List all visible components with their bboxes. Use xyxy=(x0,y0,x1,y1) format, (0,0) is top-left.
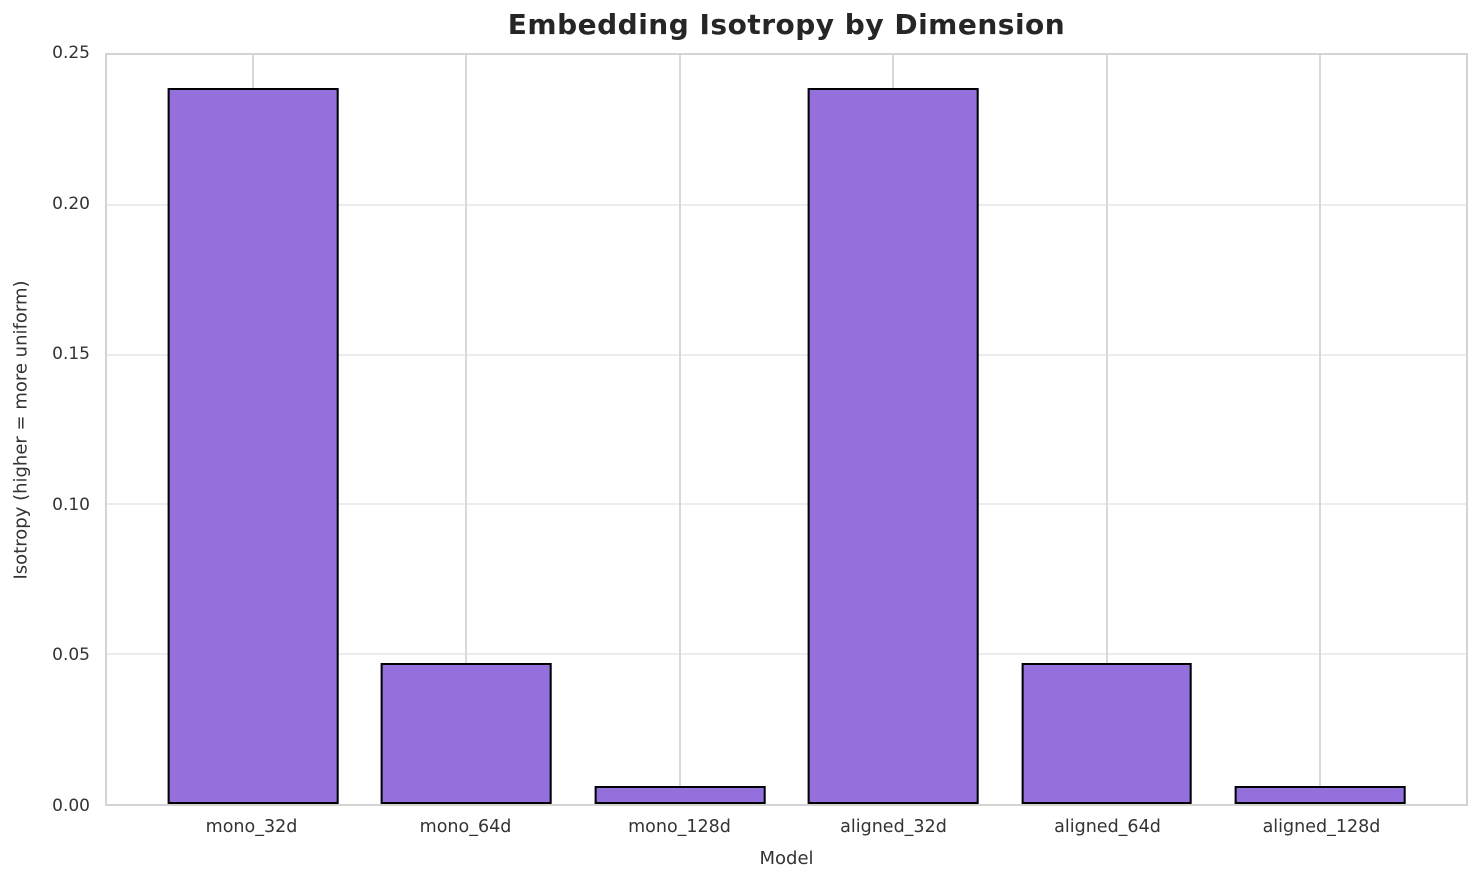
bar-aligned_64d xyxy=(1021,663,1192,804)
y-tick-label: 0.15 xyxy=(52,344,90,365)
x-tick-label: aligned_64d xyxy=(1054,817,1161,837)
x-tick-label: mono_32d xyxy=(205,817,298,837)
v-gridline xyxy=(465,55,468,804)
x-tick-label: mono_128d xyxy=(628,817,731,837)
x-tick-label: aligned_32d xyxy=(840,817,947,837)
bar-aligned_32d xyxy=(807,87,979,804)
x-axis-ticks: mono_32d mono_64d mono_128d aligned_32d alig… xyxy=(105,817,1468,843)
h-gridline xyxy=(107,503,1466,506)
y-tick-label: 0.05 xyxy=(52,645,90,666)
h-gridline xyxy=(107,653,1466,656)
y-axis-ticks: 0.00 0.05 0.10 0.15 0.20 0.25 xyxy=(0,43,90,816)
y-tick-label: 0.10 xyxy=(52,494,90,515)
plot-area xyxy=(105,53,1468,806)
bar-mono_32d xyxy=(167,87,339,804)
y-tick-label: 0.25 xyxy=(52,43,90,63)
bar-mono_64d xyxy=(381,663,552,804)
v-gridline xyxy=(1318,55,1321,804)
h-gridline xyxy=(107,203,1466,206)
x-tick-label: aligned_128d xyxy=(1262,817,1381,837)
v-gridline xyxy=(678,55,681,804)
h-gridline xyxy=(107,353,1466,356)
chart-title: Embedding Isotropy by Dimension xyxy=(507,8,1066,41)
x-axis-label: Model xyxy=(759,848,814,869)
bar-aligned_128d xyxy=(1234,786,1406,804)
y-tick-label: 0.20 xyxy=(52,193,90,214)
y-tick-label: 0.00 xyxy=(52,796,90,816)
x-tick-label: mono_64d xyxy=(419,817,512,837)
bar-mono_128d xyxy=(594,786,766,804)
v-gridline xyxy=(1105,55,1108,804)
